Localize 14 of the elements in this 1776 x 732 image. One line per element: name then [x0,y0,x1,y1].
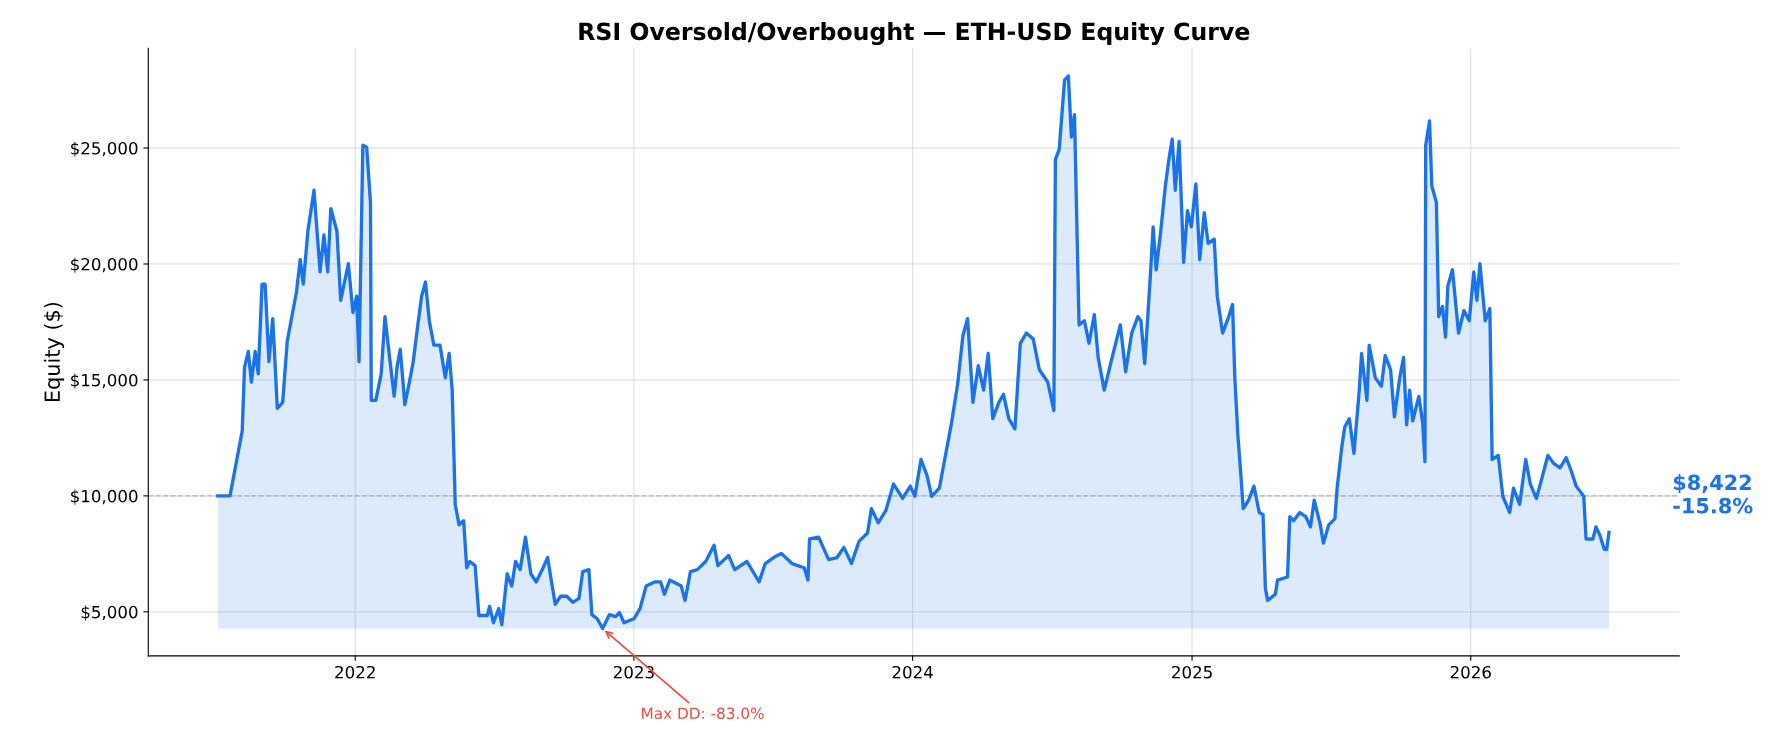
y-tick-label: $20,000 [71,257,138,273]
y-axis-title: Equity ($) [43,302,65,402]
y-tick-label: $5,000 [81,605,138,621]
x-tick-label: 2026 [1450,665,1491,679]
x-tick-label: 2022 [335,665,375,679]
annotation: Max DD: -83.0% [642,707,764,720]
y-tick-label: $15,000 [71,373,138,389]
x-tick-label: 2023 [613,665,654,679]
x-tick-label: 2024 [892,665,933,679]
x-tick-label: 2025 [1172,665,1212,679]
y-tick-label: $10,000 [71,489,138,505]
chart-title: RSI Oversold/Overbought — ETH-USD Equity Curve [579,22,1250,46]
annotation: $8,422 -15.8% [1673,474,1753,514]
y-tick-label: $25,000 [71,141,138,157]
